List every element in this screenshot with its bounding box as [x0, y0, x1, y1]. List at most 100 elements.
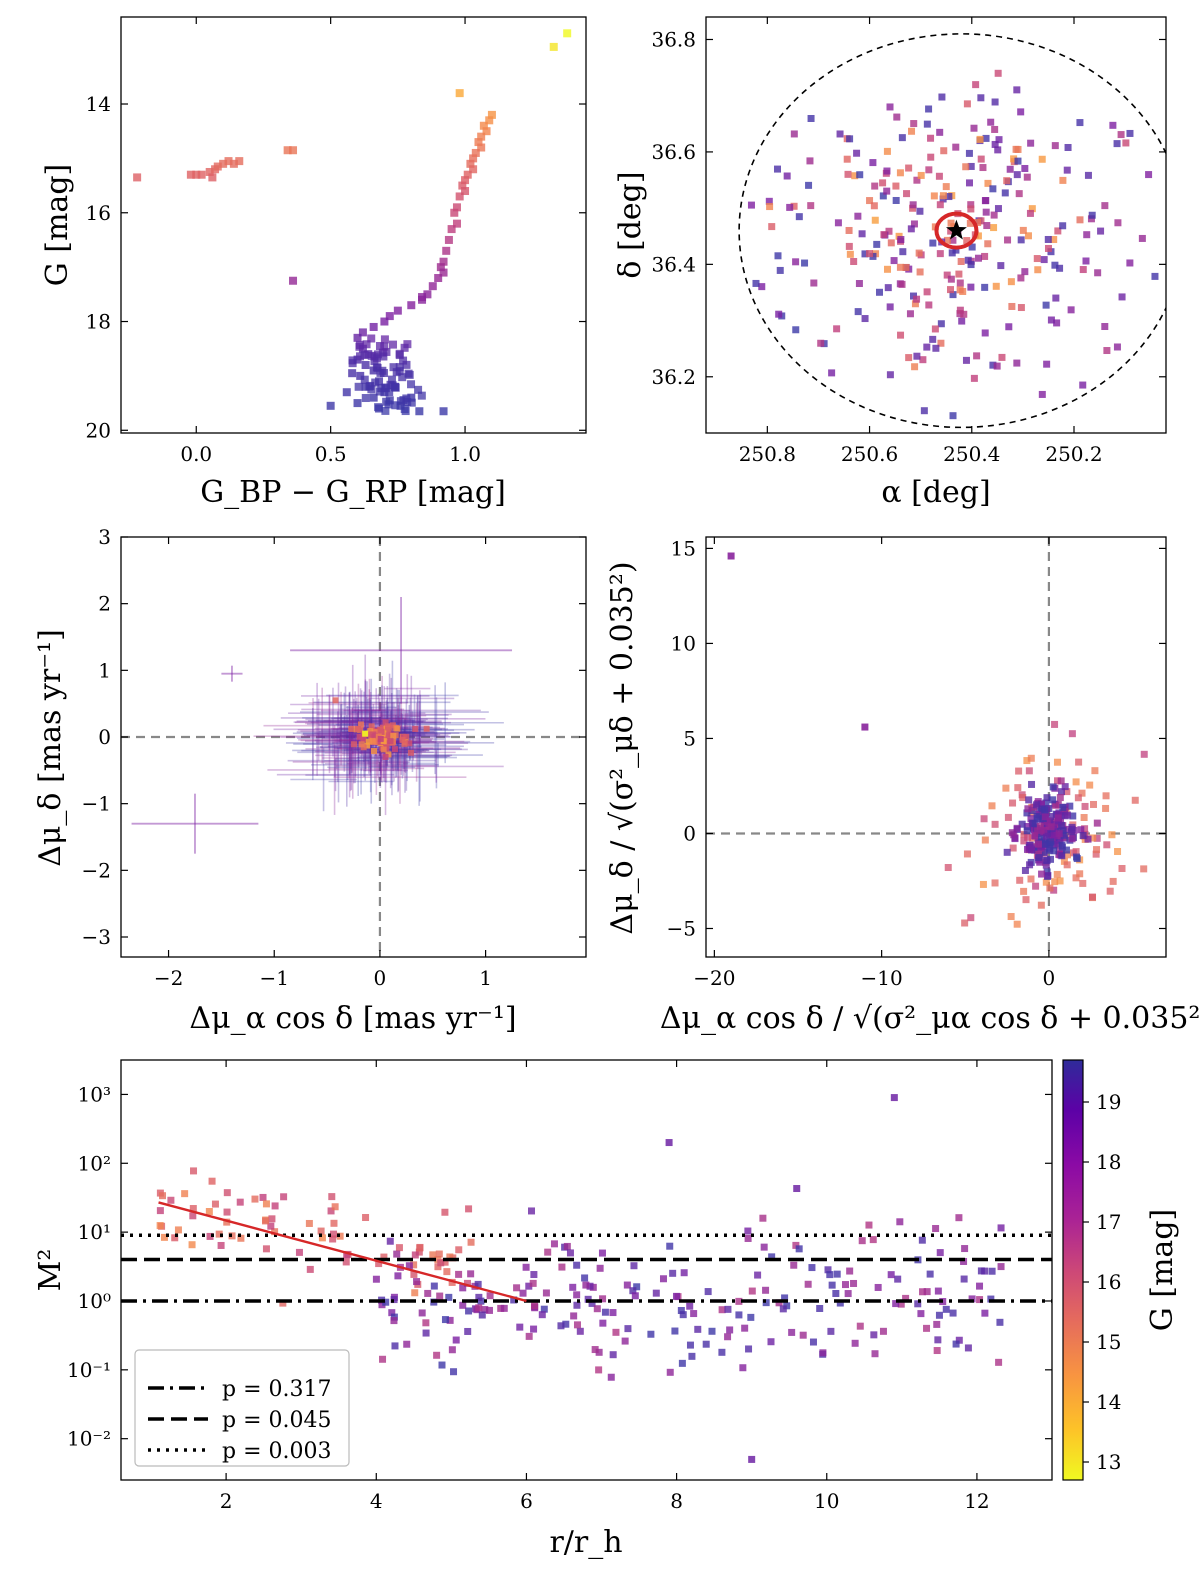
npm-point: [1011, 835, 1019, 843]
cmd-point: [471, 148, 480, 157]
npm-point: [1092, 850, 1100, 858]
m2-point: [380, 1253, 388, 1261]
npm-point: [1088, 893, 1096, 901]
npm-point: [1093, 834, 1101, 842]
npm-point: [1025, 796, 1033, 804]
cmd-point: [400, 405, 409, 414]
pm-point: [391, 746, 398, 753]
cmd-point: [197, 170, 206, 179]
m2-point: [745, 1345, 753, 1353]
sky-point: [1117, 131, 1125, 139]
pm-point: [423, 725, 430, 732]
cmd-point: [384, 400, 393, 409]
npm-point: [1020, 887, 1028, 895]
sky-point: [1014, 157, 1022, 165]
m2-point: [558, 1263, 566, 1271]
sky-point: [795, 213, 803, 221]
m2-point: [510, 1296, 518, 1304]
npm-point: [1041, 806, 1049, 814]
sky-point: [1038, 155, 1046, 163]
m2-point: [395, 1244, 403, 1252]
m2-point: [415, 1248, 423, 1256]
sky-point: [930, 192, 938, 200]
pm-point: [364, 742, 371, 749]
m2-point: [932, 1225, 940, 1233]
m2-point: [775, 1299, 783, 1307]
sky-point: [947, 275, 955, 283]
sky-point: [1138, 234, 1146, 242]
npm-point: [1068, 730, 1076, 738]
npm-point: [1032, 832, 1040, 840]
m2-point: [435, 1250, 443, 1258]
sky-point: [1033, 255, 1041, 263]
sky-point: [949, 236, 957, 244]
sky-point: [981, 197, 989, 205]
sky-point: [783, 172, 791, 180]
cmd-point: [396, 401, 405, 410]
colorbar: 13 14 15 16 17 18 19 G [mag]: [1062, 1059, 1180, 1481]
m2-point: [441, 1258, 449, 1266]
sky-point: [846, 250, 854, 258]
sky-point: [1084, 171, 1092, 179]
m2-point: [688, 1352, 696, 1360]
cmd-point: [358, 328, 367, 337]
sky-point: [1122, 139, 1130, 147]
x-tick-label: 10: [814, 1489, 839, 1513]
npm-point: [1007, 913, 1015, 921]
m2-point: [262, 1245, 270, 1253]
cmd-point: [407, 398, 416, 407]
m2-point: [836, 1299, 844, 1307]
npm-point: [1016, 876, 1024, 884]
m2-point: [573, 1291, 581, 1299]
m2-point: [569, 1283, 577, 1291]
pm-point: [382, 753, 389, 760]
cmd-points: [133, 29, 572, 416]
sky-point: [925, 166, 933, 174]
sky-point: [1053, 319, 1061, 327]
cmd-point: [391, 401, 400, 410]
sky-point: [905, 354, 913, 362]
npm-point: [988, 802, 996, 810]
m2-point: [422, 1319, 430, 1327]
m2-point: [478, 1311, 486, 1319]
sky-point: [990, 224, 998, 232]
npm-point: [1024, 805, 1032, 813]
sky-point: [806, 157, 814, 165]
npm-point: [1080, 814, 1088, 822]
m2-point: [481, 1306, 489, 1314]
m2-point: [562, 1320, 570, 1328]
sky-point: [1040, 256, 1048, 264]
npm-point: [1057, 788, 1065, 796]
m2-point: [826, 1271, 834, 1279]
sky-point: [1079, 266, 1087, 274]
pm-point: [332, 697, 339, 704]
pm-point: [365, 738, 372, 745]
m2-point: [690, 1310, 698, 1318]
m2-point: [747, 1313, 755, 1321]
m2-point: [424, 1289, 432, 1297]
sky-point: [896, 169, 904, 177]
m2-point: [525, 1282, 533, 1290]
m2-point: [459, 1301, 467, 1309]
colorbar-tick-label: 14: [1096, 1390, 1121, 1414]
cmd-point: [417, 391, 426, 400]
cmd-ticks: 0.0 0.5 1.0 14 16 18 20: [86, 17, 586, 466]
cmd-point: [407, 301, 416, 310]
m2-point: [779, 1305, 787, 1313]
npm-point: [1053, 758, 1061, 766]
sky-point: [1021, 268, 1029, 276]
cmd-point: [235, 157, 244, 166]
m2-point: [436, 1292, 444, 1300]
m2-point: [413, 1278, 421, 1286]
m2-point: [976, 1296, 984, 1304]
y-tick-label: 36.8: [651, 27, 696, 51]
sky-point: [913, 295, 921, 303]
m2-point: [768, 1253, 776, 1261]
sky-point: [945, 193, 953, 201]
m2-point: [726, 1326, 734, 1334]
m2-point: [609, 1351, 617, 1359]
m2-point: [593, 1305, 601, 1313]
sky-point: [854, 212, 862, 220]
m2-point: [850, 1279, 858, 1287]
cmd-point: [439, 257, 448, 266]
